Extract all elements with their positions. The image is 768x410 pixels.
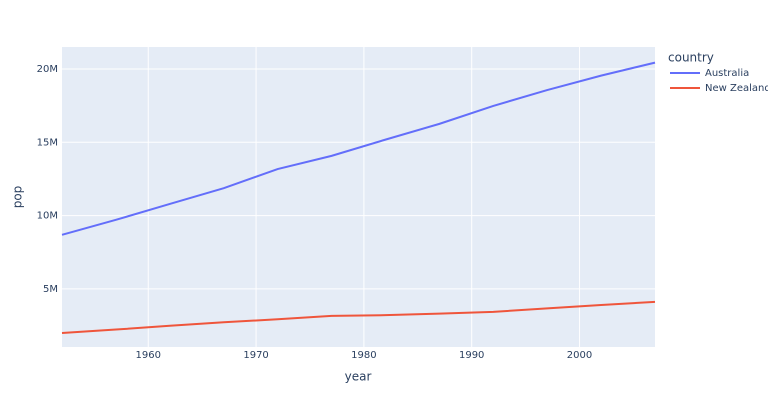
x-tick-label: 2000 bbox=[567, 350, 592, 361]
y-axis-title: pop bbox=[11, 186, 25, 209]
line bbox=[61, 61, 656, 236]
legend-label: Australia bbox=[705, 68, 749, 79]
line bbox=[61, 300, 656, 334]
plot-area bbox=[62, 47, 655, 347]
legend-title: country bbox=[668, 51, 714, 65]
y-tick-label: 10M bbox=[37, 211, 58, 222]
y-tick-label: 15M bbox=[37, 137, 58, 148]
x-tick-label: 1960 bbox=[136, 350, 161, 361]
legend-label: New Zealand bbox=[705, 83, 768, 94]
x-tick-label: 1970 bbox=[243, 350, 268, 361]
y-tick-label: 5M bbox=[43, 284, 58, 295]
y-tick-label: 20M bbox=[37, 64, 58, 75]
x-tick-label: 1990 bbox=[459, 350, 484, 361]
x-tick-label: 1980 bbox=[351, 350, 376, 361]
x-axis-title: year bbox=[345, 370, 372, 384]
